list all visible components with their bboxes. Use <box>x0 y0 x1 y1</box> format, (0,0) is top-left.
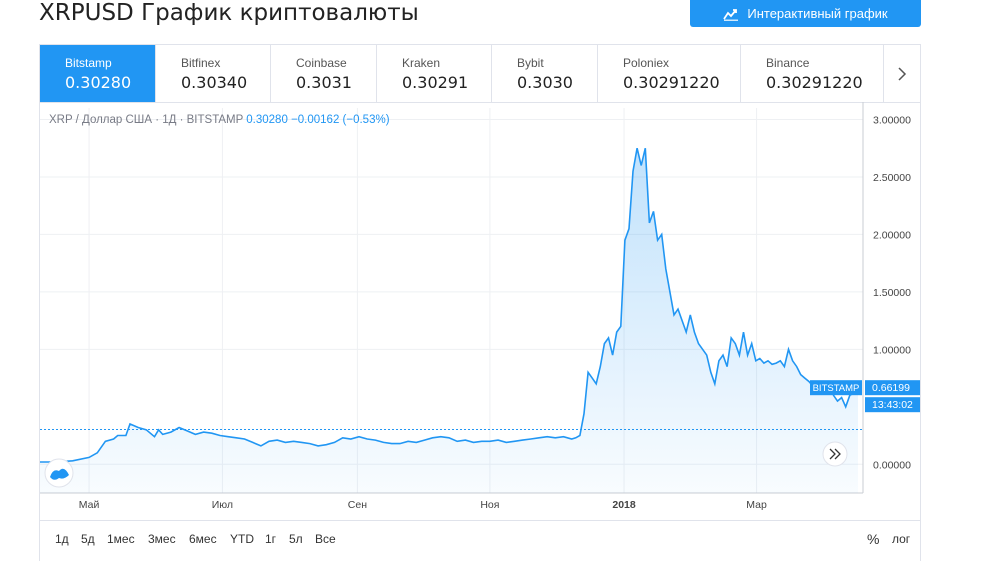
range-5y[interactable]: 5л <box>289 532 303 546</box>
range-ytd[interactable]: YTD <box>230 532 254 546</box>
range-all[interactable]: Все <box>315 532 336 546</box>
tab-price: 0.30291220 <box>766 73 863 92</box>
chart-svg: 3.00000 2.50000 2.00000 1.50000 1.00000 0.000… <box>40 102 921 511</box>
range-1y[interactable]: 1г <box>265 532 277 546</box>
double-chevron-right-icon <box>829 448 841 460</box>
log-toggle[interactable]: лог <box>892 532 911 546</box>
x-tick-label: Июл <box>212 499 233 511</box>
series-area <box>40 148 858 493</box>
chevron-right-icon <box>898 66 907 81</box>
tab-name: Kraken <box>402 56 441 70</box>
range-3m[interactable]: 3мес <box>148 532 176 546</box>
tab-poloniex[interactable]: Poloniex 0.30291220 <box>598 45 741 102</box>
tab-bybit[interactable]: Bybit 0.3030 <box>492 45 598 102</box>
y-tick-label: 1.00000 <box>873 344 911 356</box>
tabs-next-button[interactable] <box>883 45 920 102</box>
tab-name: Bybit <box>517 56 544 70</box>
countdown-label: 13:43:02 <box>872 399 913 411</box>
exchange-tag-label: BITSTAMP <box>813 383 860 394</box>
countdown-bg <box>865 397 921 413</box>
last-price-bg <box>865 380 921 396</box>
range-5d[interactable]: 5д <box>81 532 95 546</box>
x-tick-label: Сен <box>348 499 367 511</box>
chart-legend: XRP / Доллар США · 1Д · BITSTAMP 0.30280… <box>49 114 390 126</box>
y-tick-label: 2.00000 <box>873 229 911 241</box>
chart-widget: Bitstamp 0.30280 Bitfinex 0.30340 Coinba… <box>39 44 921 561</box>
chart-line-icon <box>723 8 739 21</box>
scroll-right-button[interactable] <box>822 441 848 467</box>
tab-price: 0.30291 <box>402 73 469 92</box>
exchange-tag-bg <box>810 380 862 396</box>
y-tick-label: 2.50000 <box>873 172 911 184</box>
tab-price: 0.30291220 <box>623 73 720 92</box>
legend-last: 0.30280 <box>246 114 288 126</box>
tab-name: Poloniex <box>623 56 670 70</box>
legend-symbol: XRP / Доллар США · 1Д · BITSTAMP <box>49 114 244 126</box>
interactive-chart-button[interactable]: Интерактивный график <box>690 0 921 27</box>
last-price-label: 0.66199 <box>872 382 910 394</box>
y-tick-label: 0.00000 <box>873 459 911 471</box>
tab-price: 0.30340 <box>181 73 248 92</box>
y-tick-label: 1.50000 <box>873 287 911 299</box>
cloud-icon <box>50 468 69 480</box>
x-tick-label: Мар <box>746 499 767 511</box>
tab-name: Bitstamp <box>65 56 112 70</box>
legend-change: −0.00162 (−0.53%) <box>291 114 390 126</box>
tab-bitstamp[interactable]: Bitstamp 0.30280 <box>40 45 156 102</box>
series-line <box>40 148 859 463</box>
y-tick-label: 3.00000 <box>873 114 911 126</box>
x-tick-label: Май <box>79 499 100 511</box>
tab-price: 0.3030 <box>517 73 573 92</box>
price-chart[interactable]: 3.00000 2.50000 2.00000 1.50000 1.00000 0.000… <box>40 102 921 520</box>
interactive-chart-label: Интерактивный график <box>747 6 888 21</box>
x-tick-label: Ноя <box>480 499 499 511</box>
percent-toggle[interactable]: % <box>867 531 880 547</box>
x-tick-label: 2018 <box>612 499 636 511</box>
range-6m[interactable]: 6мес <box>189 532 217 546</box>
tab-name: Bitfinex <box>181 56 221 70</box>
tab-price: 0.3031 <box>296 73 352 92</box>
tab-coinbase[interactable]: Coinbase 0.3031 <box>271 45 377 102</box>
exchange-tabs: Bitstamp 0.30280 Bitfinex 0.30340 Coinba… <box>40 45 920 103</box>
tab-name: Binance <box>766 56 810 70</box>
tradingview-logo <box>44 458 74 488</box>
tab-price: 0.30280 <box>65 73 132 92</box>
range-bar: 1д 5д 1мес 3мес 6мес YTD 1г 5л Все % лог <box>40 520 920 563</box>
tab-kraken[interactable]: Kraken 0.30291 <box>377 45 492 102</box>
page-title: XRPUSD График криптовалюты <box>39 0 419 26</box>
tab-bitfinex[interactable]: Bitfinex 0.30340 <box>156 45 271 102</box>
range-1d[interactable]: 1д <box>55 532 69 546</box>
range-1m[interactable]: 1мес <box>107 532 135 546</box>
tab-binance[interactable]: Binance 0.30291220 <box>741 45 864 102</box>
tab-name: Coinbase <box>296 56 347 70</box>
